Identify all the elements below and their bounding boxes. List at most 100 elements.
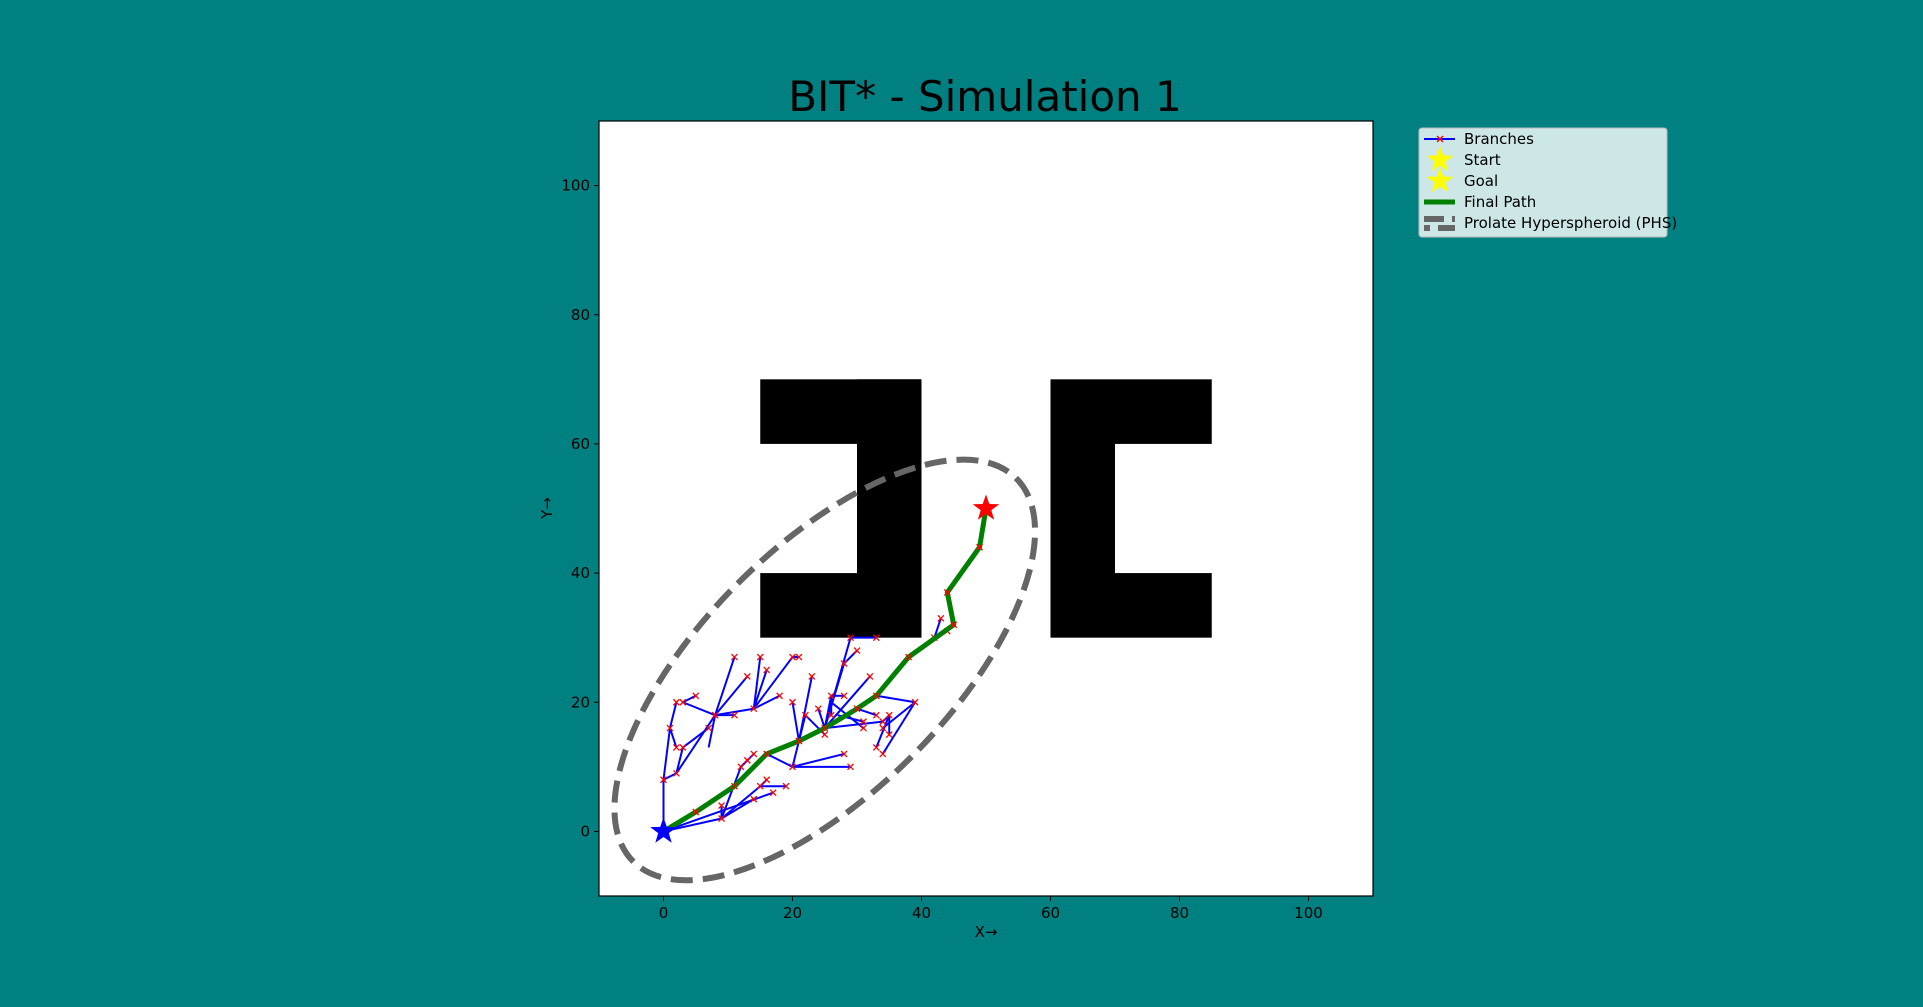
path-node-10 [943, 588, 951, 596]
path-node-5-b [821, 724, 829, 732]
branch-7 [682, 701, 716, 717]
branch-node-40-b [814, 705, 822, 713]
branch-node-34 [821, 731, 829, 739]
start-marker [650, 817, 677, 843]
branch-13 [752, 656, 762, 709]
branch-3 [669, 727, 678, 748]
branch-node-57 [879, 750, 887, 758]
legend-item-branches-label: Branches [1464, 130, 1534, 148]
path-node-2 [730, 782, 738, 790]
branch-node-19 [705, 724, 713, 732]
branch-node-7 [679, 698, 687, 706]
branch-node-32-b [840, 750, 848, 758]
branch-node-5-b [679, 743, 687, 751]
branch-55 [876, 694, 916, 704]
branch-4 [663, 772, 677, 781]
branch-node-29 [769, 789, 777, 797]
branch-node-43-b [840, 660, 848, 667]
branch-node-22-b [750, 795, 758, 803]
branch-node-39 [827, 711, 835, 719]
legend-item-final-path-label: Final Path [1464, 193, 1536, 211]
path-node-10-b [943, 588, 951, 596]
legend-item-start-swatch [1426, 146, 1454, 172]
x-tick-label-20: 20 [783, 904, 802, 922]
branch-node-59-b [859, 724, 867, 732]
branch-node-32 [840, 750, 848, 758]
obstacle-2 [760, 573, 857, 638]
branch-6 [675, 714, 716, 774]
branch-node-48-b [885, 711, 893, 719]
branch-1 [662, 727, 671, 780]
branch-11 [714, 675, 749, 716]
branch-36 [797, 676, 813, 742]
branch-node-2-b [672, 698, 680, 706]
branch-node-59 [859, 724, 867, 732]
path-node-6 [853, 705, 861, 713]
branch-node-19-b [705, 724, 713, 732]
branch-node-55-b [911, 698, 919, 706]
branch-node-51 [872, 711, 880, 719]
branch-47 [824, 720, 883, 730]
goal-marker [972, 494, 1000, 520]
branch-node-37 [827, 692, 835, 700]
legend-item-branches-marker-b [1436, 135, 1444, 143]
path-node-4 [795, 737, 803, 745]
branch-node-30-b [789, 763, 796, 771]
x-tick-label-100: 100 [1294, 904, 1323, 922]
branch-node-57-b [879, 750, 887, 758]
obstacle-5 [1115, 573, 1212, 638]
branch-node-49 [872, 743, 880, 751]
legend-item-start-label: Start [1464, 151, 1501, 169]
branch-node-17-b [776, 692, 784, 700]
x-tick-label-40: 40 [912, 904, 931, 922]
y-axis-ticks: 0 20 40 60 80 100 [561, 177, 599, 840]
branch-node-8 [692, 692, 700, 700]
branch-node-13-b [756, 653, 764, 661]
branch-node-27 [750, 750, 758, 758]
path-node-3 [763, 750, 771, 758]
branch-node-1 [666, 724, 674, 732]
branch-node-12 [750, 705, 758, 713]
branch-node-15-b [789, 653, 796, 661]
branch-35 [791, 702, 800, 742]
path-node-4-b [795, 737, 803, 745]
legend-item-goal-label: Goal [1464, 172, 1498, 190]
path-node-6-b [853, 705, 861, 713]
legend-item-final-path: Final Path [1424, 193, 1536, 211]
branch-node-27-b [750, 750, 758, 758]
y-tick-label-20: 20 [571, 693, 590, 711]
branch-node-9-b [730, 653, 738, 661]
branch-node-14-b [763, 666, 771, 674]
branch-node-36-b [808, 672, 816, 680]
branch-node-17 [776, 692, 784, 700]
obstacles-layer [760, 379, 1212, 638]
branch-node-42-b [866, 672, 874, 680]
x-tick-label-60: 60 [1041, 904, 1060, 922]
branch-node-3 [672, 743, 680, 751]
branch-node-53-b [937, 614, 945, 622]
branch-node-16-b [795, 653, 803, 661]
branch-30 [766, 753, 793, 768]
branch-node-50-b [885, 731, 893, 739]
legend-item-branches: Branches [1424, 130, 1534, 148]
branch-node-21-b [718, 802, 726, 810]
branch-node-28 [743, 756, 751, 764]
branch-node-48 [885, 711, 893, 719]
endpoints-layer [650, 494, 1000, 843]
branch-node-11-b [743, 672, 751, 680]
branch-node-31-b [847, 763, 855, 771]
phs-ellipse [611, 456, 1039, 884]
legend: Branches Start Goal Final Path Prolate Hyper… [1418, 127, 1677, 238]
path-node-7-b [872, 692, 880, 700]
branch-node-47 [879, 718, 887, 726]
branch-node-21 [718, 802, 726, 810]
branch-5 [675, 747, 684, 774]
branch-node-47-b [879, 718, 887, 726]
x-tick-label-80: 80 [1170, 904, 1189, 922]
branch-node-55 [911, 698, 919, 706]
branch-node-3-b [672, 743, 680, 751]
branch-node-43 [840, 660, 848, 667]
branch-node-46 [872, 634, 880, 642]
branch-node-40 [814, 705, 822, 713]
branch-node-56 [879, 724, 887, 732]
